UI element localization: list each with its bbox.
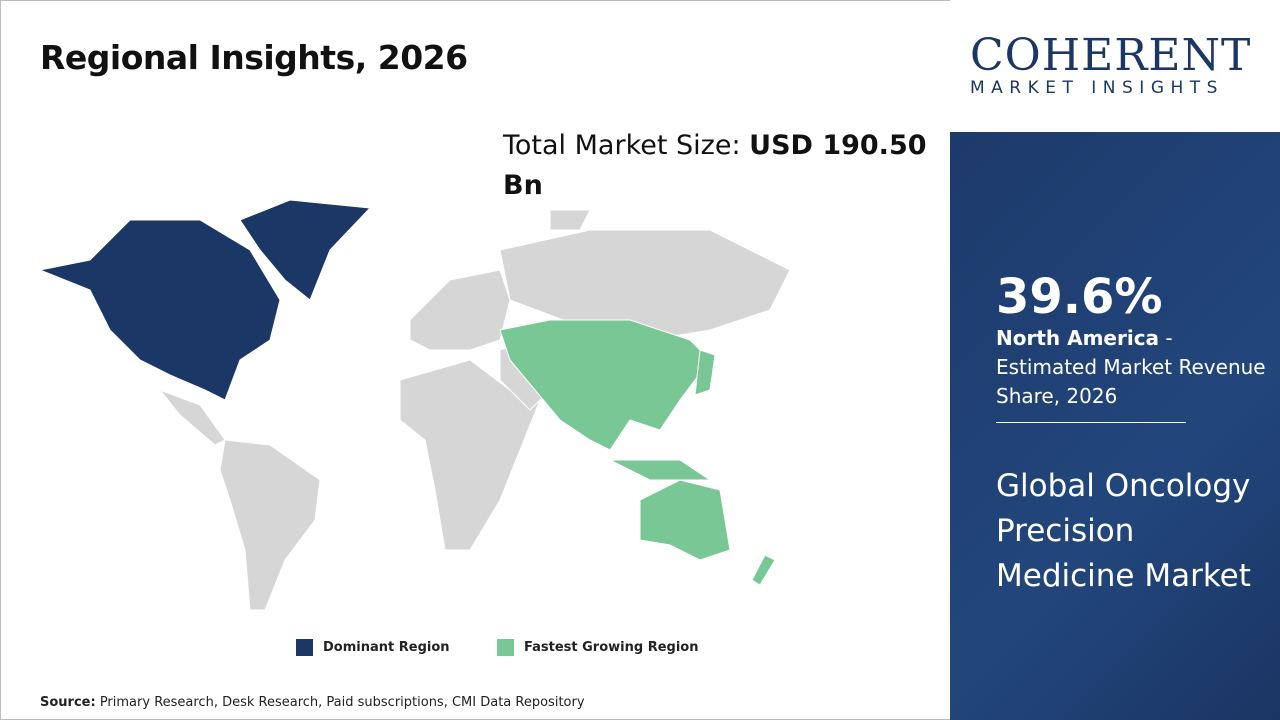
share-description: North America - Estimated Market Revenue… (996, 326, 1266, 408)
source-note: Source: Primary Research, Desk Research,… (40, 695, 585, 710)
world-map (38, 199, 791, 611)
dominant-swatch (296, 639, 313, 656)
divider (996, 422, 1186, 423)
south-america (219, 439, 321, 611)
legend-fastest: Fastest Growing Region (497, 639, 698, 656)
legend-label: Dominant Region (323, 640, 450, 655)
legend-label: Fastest Growing Region (524, 640, 699, 655)
market-title: Global Oncology Precision Medicine Marke… (996, 468, 1251, 594)
share-value: 39.6% (996, 269, 1163, 325)
total-market-size: Total Market Size: USD 190.50 Bn (503, 130, 927, 201)
greenland (239, 199, 372, 301)
stat-panel: 39.6% North America - Estimated Market R… (950, 132, 1280, 720)
central-america (158, 388, 226, 446)
asia-pacific (499, 319, 711, 451)
new-zealand (751, 554, 776, 586)
logo: COHERENT MARKET INSIGHTS (950, 0, 1280, 132)
logo-name: COHERENT (970, 30, 1252, 81)
north-america (38, 219, 281, 401)
indonesia (609, 459, 712, 481)
russia-north-asia (499, 229, 791, 341)
europe (409, 269, 511, 351)
legend-dominant: Dominant Region (296, 639, 450, 656)
greenland-small (549, 209, 591, 231)
fastest-swatch (497, 639, 514, 656)
japan (694, 349, 716, 396)
sidebar: COHERENT MARKET INSIGHTS 39.6% North Ame… (950, 0, 1280, 720)
logo-tagline: MARKET INSIGHTS (970, 78, 1224, 98)
page-title: Regional Insights, 2026 (40, 38, 468, 77)
australia (639, 479, 731, 561)
africa (399, 359, 541, 551)
